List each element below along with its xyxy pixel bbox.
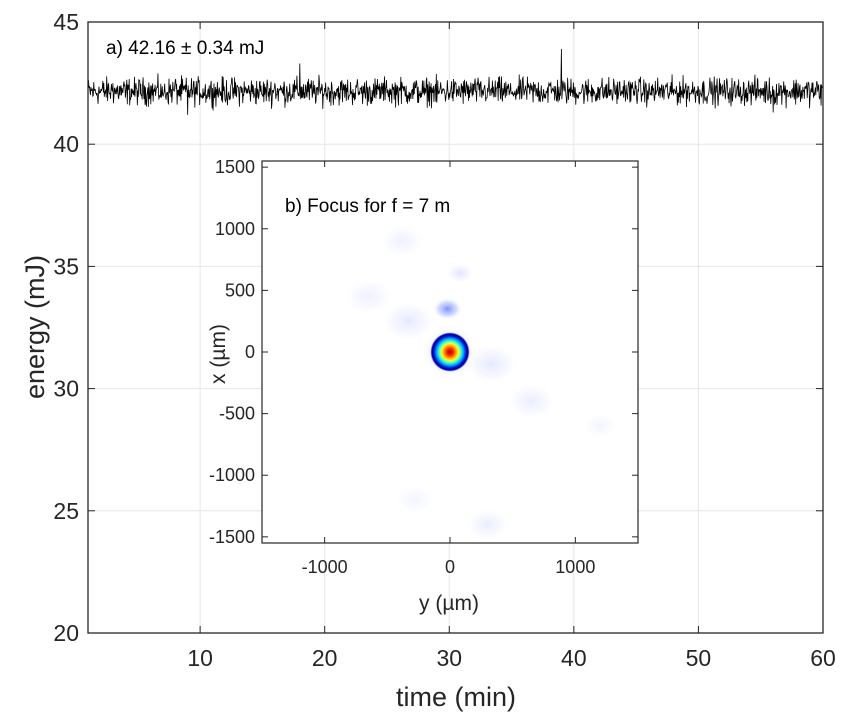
- energy-series: [87, 48, 824, 115]
- panel-a-annotation: a) 42.16 ± 0.34 mJ: [106, 38, 264, 59]
- energy-trace-line: [87, 48, 824, 115]
- main-y-tick-label: 40: [53, 131, 79, 157]
- main-y-axis-label: energy (mJ): [20, 255, 50, 399]
- inset-y-tick-label: -500: [219, 404, 255, 424]
- secondary-spot: [394, 484, 435, 515]
- inset-y-tick-label: 0: [245, 342, 255, 362]
- heatmap-spots: [343, 224, 618, 542]
- main-axes-box: [87, 21, 824, 634]
- main-x-tick-label: 20: [312, 645, 338, 671]
- main-x-tick-label: 50: [686, 645, 712, 671]
- main-x-tick-label: 60: [810, 645, 836, 671]
- secondary-spot: [446, 262, 474, 284]
- secondary-spot: [465, 507, 511, 542]
- inset-y-tick-label: 1000: [215, 219, 255, 239]
- inset-y-tick-label: 500: [225, 280, 255, 300]
- secondary-spot: [381, 300, 437, 342]
- inset-x-axis-label: y (µm): [419, 592, 479, 615]
- focus-heatmap: [343, 224, 618, 542]
- panel-b-annotation: b) Focus for f = 7 m: [285, 196, 450, 217]
- inset-x-tick-label: 0: [445, 557, 455, 577]
- inset-y-tick-label: -1500: [209, 527, 255, 547]
- main-y-tick-label: 30: [53, 376, 79, 402]
- main-y-tick-label: 20: [53, 620, 79, 646]
- inset-y-tick-label: 1500: [215, 157, 255, 177]
- inset-chart: -1000 0 1000 -1500 -1000 -500 0 500 1000 1500 b) …: [207, 157, 639, 615]
- secondary-spot: [343, 277, 394, 316]
- inset-x-tick-label: 1000: [555, 557, 595, 577]
- inset-x-tick-label: -1000: [302, 557, 348, 577]
- main-x-tick-label: 10: [187, 645, 213, 671]
- focus-peak: [430, 332, 470, 372]
- inset-y-tick-label: -1000: [209, 465, 255, 485]
- inset-y-axis-label: x (µm): [207, 324, 230, 384]
- secondary-spot: [506, 382, 557, 421]
- main-y-tick-label: 35: [53, 253, 79, 279]
- main-ticks: 10 20 30 40 50 60 20 25 30 35 40 45: [53, 9, 835, 671]
- secondary-spot: [582, 412, 618, 440]
- main-y-tick-label: 25: [53, 498, 79, 524]
- main-x-tick-label: 30: [436, 645, 462, 671]
- secondary-spot: [432, 297, 463, 321]
- main-x-tick-label: 40: [561, 645, 587, 671]
- secondary-spot: [463, 343, 519, 386]
- inset-ticks: -1000 0 1000 -1500 -1000 -500 0 500 1000 1500: [209, 157, 638, 577]
- main-y-tick-label: 45: [53, 9, 79, 35]
- main-x-axis-label: time (min): [396, 682, 516, 712]
- secondary-spot: [379, 224, 425, 259]
